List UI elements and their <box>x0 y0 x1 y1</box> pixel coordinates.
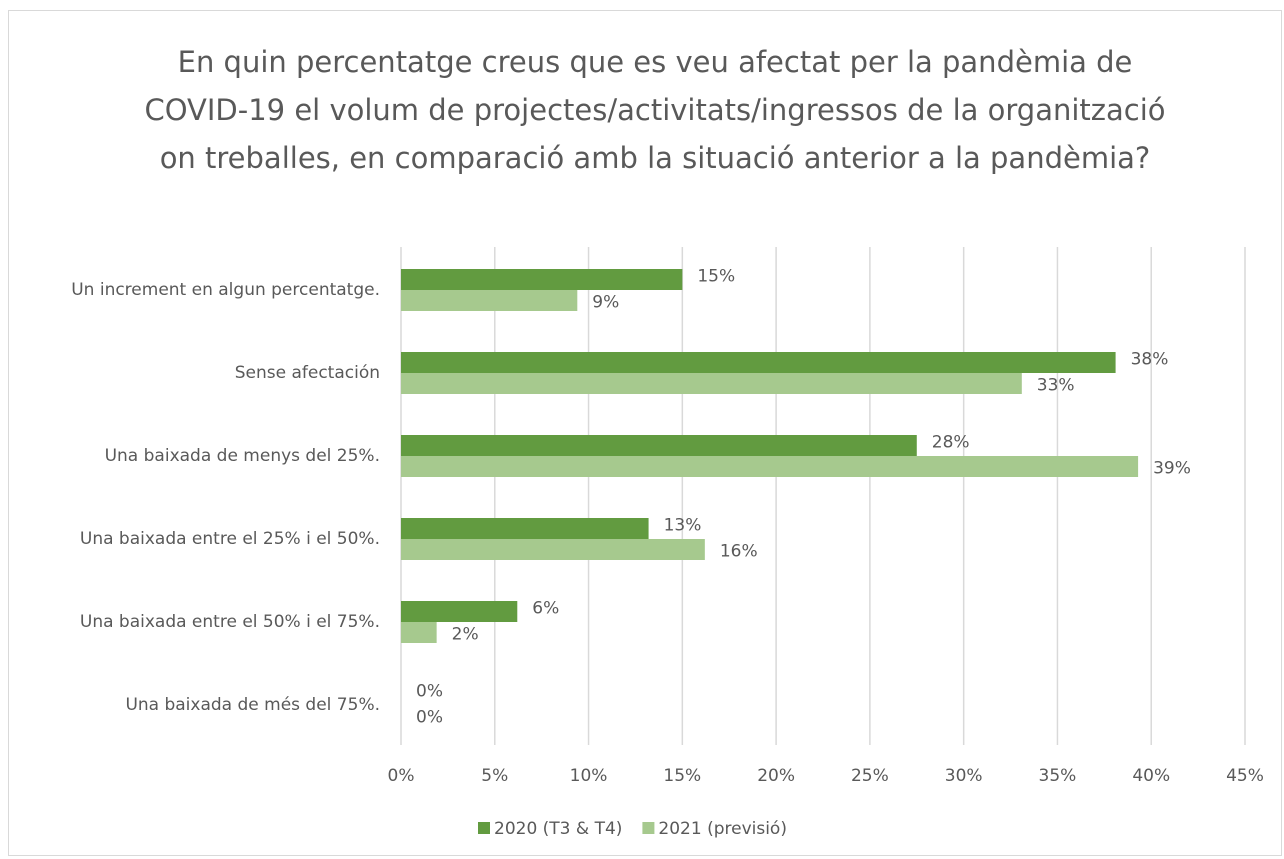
data-label: 16% <box>720 542 758 562</box>
data-label: 28% <box>932 433 970 453</box>
y-tick-label: Sense afectación <box>235 363 380 383</box>
data-label: 9% <box>592 293 619 313</box>
bar <box>401 435 917 456</box>
y-tick-label: Una baixada de menys del 25%. <box>105 446 380 466</box>
bar <box>401 269 683 290</box>
x-tick-label: 10% <box>570 766 608 786</box>
data-label: 6% <box>532 599 559 619</box>
data-label: 33% <box>1037 376 1075 396</box>
x-tick-label: 45% <box>1226 766 1264 786</box>
x-tick-label: 5% <box>481 766 508 786</box>
chart-title: En quin percentatge creus que es veu afe… <box>144 45 1166 175</box>
x-tick-label: 25% <box>851 766 889 786</box>
bar <box>401 518 649 539</box>
data-label: 39% <box>1153 459 1191 479</box>
legend-swatch <box>478 822 490 834</box>
x-tick-label: 20% <box>757 766 795 786</box>
x-tick-label: 15% <box>663 766 701 786</box>
data-label: 13% <box>664 516 702 536</box>
bar <box>401 290 578 311</box>
data-label: 2% <box>452 625 479 645</box>
data-label: 38% <box>1131 350 1169 370</box>
data-label: 0% <box>416 708 443 728</box>
legend-label: 2021 (previsió) <box>658 819 787 839</box>
x-tick-label: 35% <box>1039 766 1077 786</box>
y-tick-label: Una baixada de més del 75%. <box>125 695 380 715</box>
y-tick-label: Una baixada entre el 25% i el 50%. <box>80 529 380 549</box>
legend-label: 2020 (T3 & T4) <box>494 819 622 839</box>
y-tick-label: Un increment en algun percentatge. <box>71 280 380 300</box>
bar <box>401 456 1139 477</box>
data-label: 0% <box>416 682 443 702</box>
bar <box>401 539 705 560</box>
chart-frame <box>8 10 1282 856</box>
y-tick-label: Una baixada entre el 50% i el 75%. <box>80 612 380 632</box>
x-tick-label: 0% <box>388 766 415 786</box>
data-label: 15% <box>697 267 735 287</box>
x-tick-label: 30% <box>945 766 983 786</box>
x-tick-label: 40% <box>1132 766 1170 786</box>
bar <box>401 373 1022 394</box>
bar <box>401 352 1116 373</box>
bar <box>401 622 437 643</box>
bar <box>401 601 518 622</box>
legend-swatch <box>642 822 655 834</box>
